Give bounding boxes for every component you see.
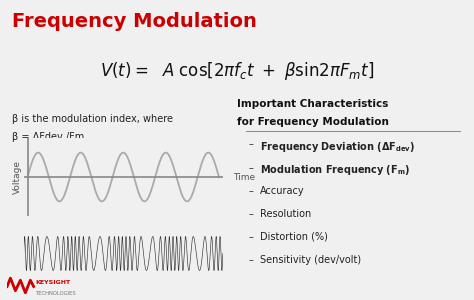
Text: Frequency Modulation: Frequency Modulation (12, 12, 257, 31)
Text: Time: Time (233, 172, 255, 182)
Text: $V(t) =\ \ A\ \mathrm{cos}[2\pi f_c t\ +\ \beta\mathrm{sin}2\pi F_m t]$: $V(t) =\ \ A\ \mathrm{cos}[2\pi f_c t\ +… (100, 60, 374, 82)
Text: β = ΔFdev /Fm: β = ΔFdev /Fm (12, 132, 84, 142)
Text: Sensitivity (dev/volt): Sensitivity (dev/volt) (260, 255, 361, 265)
Text: Important Characteristics: Important Characteristics (237, 99, 389, 109)
Text: –: – (249, 163, 254, 172)
Text: $\mathbf{Modulation\ Frequency\ (F_{m})}$: $\mathbf{Modulation\ Frequency\ (F_{m})}… (260, 163, 410, 177)
Text: KEYSIGHT: KEYSIGHT (36, 280, 71, 286)
Text: –: – (249, 232, 254, 242)
Text: Resolution: Resolution (260, 209, 311, 219)
Text: –: – (249, 140, 254, 149)
Text: Distortion (%): Distortion (%) (260, 232, 328, 242)
Text: for Frequency Modulation: for Frequency Modulation (237, 117, 389, 127)
Text: –: – (249, 209, 254, 219)
Text: TECHNOLOGIES: TECHNOLOGIES (36, 291, 76, 296)
Text: –: – (249, 255, 254, 265)
Text: $\mathbf{Frequency\ Deviation\ (\Delta F_{dev})}$: $\mathbf{Frequency\ Deviation\ (\Delta F… (260, 140, 415, 154)
Text: –: – (249, 186, 254, 196)
Text: β is the modulation index, where: β is the modulation index, where (12, 114, 173, 124)
Text: Accuracy: Accuracy (260, 186, 304, 196)
Y-axis label: Voltage: Voltage (13, 160, 22, 194)
